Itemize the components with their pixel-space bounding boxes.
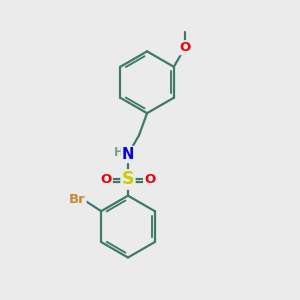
Text: H: H xyxy=(114,146,124,160)
Text: N: N xyxy=(122,147,134,162)
Text: O: O xyxy=(179,41,190,54)
Text: S: S xyxy=(122,170,134,188)
Text: O: O xyxy=(100,173,112,186)
Text: Br: Br xyxy=(69,193,85,206)
Text: O: O xyxy=(144,173,155,186)
